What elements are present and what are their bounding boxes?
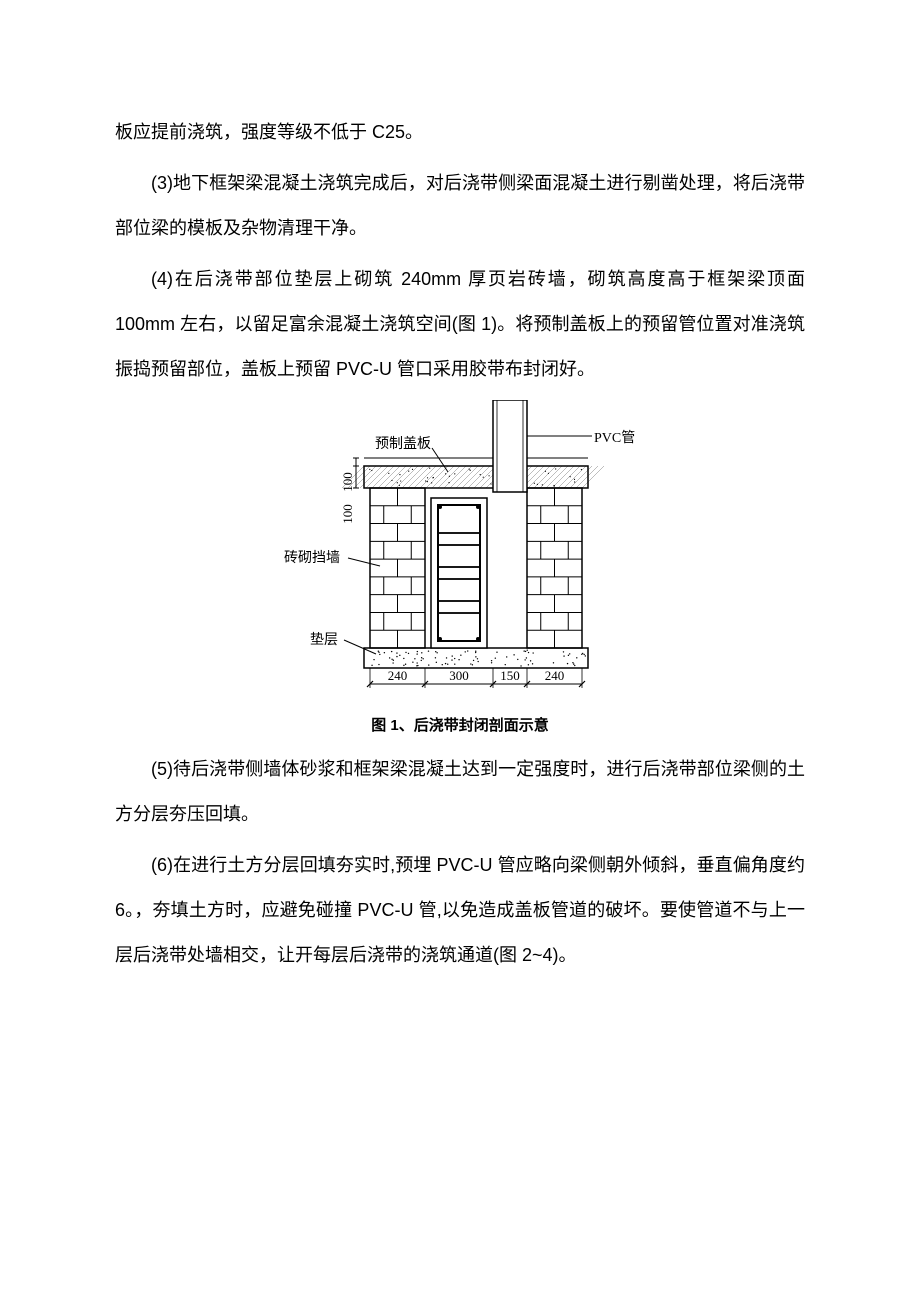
- svg-text:240: 240: [545, 668, 565, 683]
- svg-text:PVC管: PVC管: [594, 430, 635, 446]
- svg-text:300: 300: [449, 668, 469, 683]
- paragraph-1: 板应提前浇筑，强度等级不低于 C25。: [115, 110, 805, 155]
- diagram-svg: 预制盖板 PVC管砖砌挡墙垫层 100 100 240 300 150 240: [280, 400, 640, 710]
- diagram-figure-1: 预制盖板 PVC管砖砌挡墙垫层 100 100 240 300 150 240 图 1、后浇带…: [115, 400, 805, 735]
- svg-text:垫层: 垫层: [310, 632, 338, 648]
- svg-text:100: 100: [340, 472, 355, 492]
- svg-text:150: 150: [500, 668, 520, 683]
- svg-text:240: 240: [388, 668, 408, 683]
- paragraph-4: (5)待后浇带侧墙体砂浆和框架梁混凝土达到一定强度时，进行后浇带部位梁侧的土方分…: [115, 747, 805, 837]
- svg-text:砖砌挡墙: 砖砌挡墙: [284, 550, 340, 566]
- svg-text:100: 100: [340, 504, 355, 524]
- paragraph-5: (6)在进行土方分层回填夯实时,预埋 PVC-U 管应略向梁侧朝外倾斜，垂直偏角…: [115, 843, 805, 978]
- paragraph-3: (4)在后浇带部位垫层上砌筑 240mm 厚页岩砖墙，砌筑高度高于框架梁顶面 1…: [115, 257, 805, 392]
- svg-text:预制盖板: 预制盖板: [375, 436, 431, 452]
- paragraph-2: (3)地下框架梁混凝土浇筑完成后，对后浇带侧梁面混凝土进行剔凿处理，将后浇带部位…: [115, 161, 805, 251]
- diagram-caption: 图 1、后浇带封闭剖面示意: [371, 714, 549, 735]
